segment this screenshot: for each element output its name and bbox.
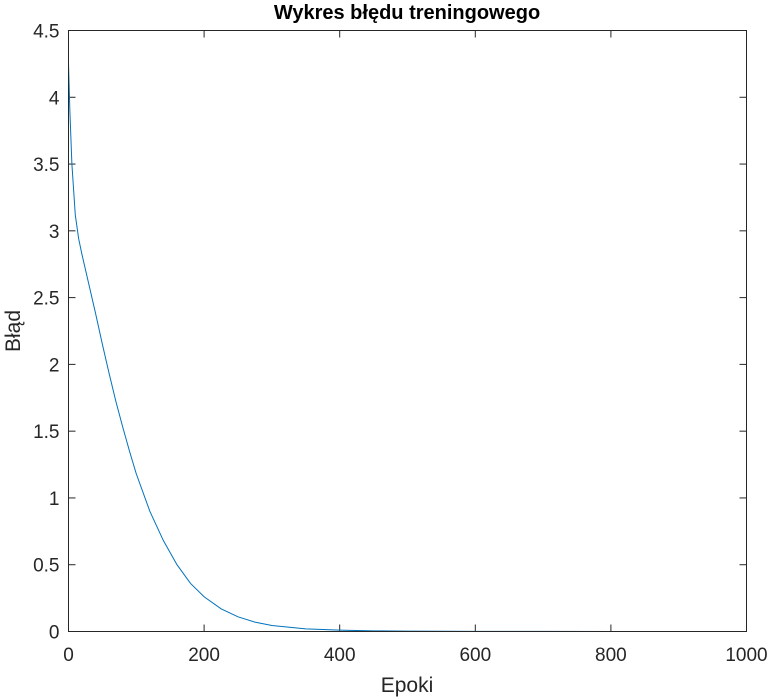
plot-frame xyxy=(68,30,747,632)
plot-area xyxy=(68,30,747,632)
y-tick-label: 2 xyxy=(49,355,60,376)
tick-labels: 0 200 400 600 800 1000 0 0.5 1 1.5 2 2.5 3 3.5 4 4.5 xyxy=(33,22,768,667)
x-tick-label: 800 xyxy=(595,645,627,666)
y-tick-label: 3.5 xyxy=(33,155,59,176)
chart-title: Wykres błędu treningowego xyxy=(274,2,540,24)
y-tick-label: 4.5 xyxy=(33,22,59,43)
x-tick-label: 400 xyxy=(324,645,356,666)
y-tick-label: 4 xyxy=(49,88,60,109)
x-tick-label: 200 xyxy=(188,645,220,666)
y-tick-label: 0.5 xyxy=(33,556,59,577)
x-tick-label: 0 xyxy=(63,645,74,666)
y-tick-label: 3 xyxy=(49,222,60,243)
y-tick-label: 2.5 xyxy=(33,289,59,310)
x-tick-label: 600 xyxy=(459,645,491,666)
x-tick-label: 1000 xyxy=(725,645,767,666)
y-tick-label: 1 xyxy=(49,489,60,510)
y-tick-label: 1.5 xyxy=(33,422,59,443)
y-tick-label: 0 xyxy=(49,623,60,644)
y-axis-label: Błąd xyxy=(2,310,25,352)
x-axis-label: Epoki xyxy=(381,674,434,697)
